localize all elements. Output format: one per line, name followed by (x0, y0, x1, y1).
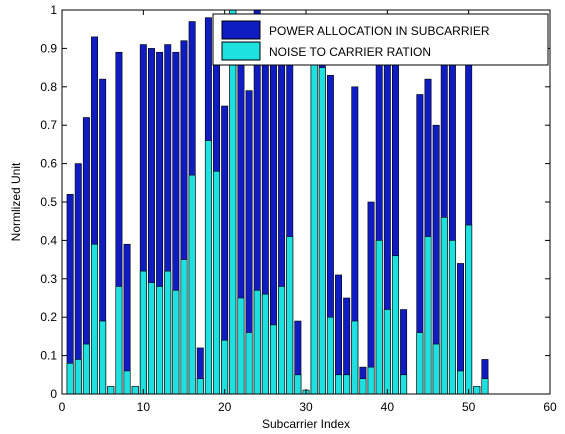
noise-bar-25 (261, 293, 269, 395)
noise-bar-13 (164, 270, 172, 395)
noise-bar-18 (204, 140, 212, 395)
bars-group (66, 9, 489, 395)
x-tick-label-2: 20 (218, 400, 232, 414)
y-tick-label-3: 0.3 (40, 272, 57, 286)
noise-bar-5 (99, 320, 107, 395)
y-tick-label-0: 0 (50, 387, 57, 401)
noise-bar-36 (351, 320, 359, 395)
noise-bar-22 (237, 297, 245, 395)
y-tick-label-5: 0.5 (40, 195, 57, 209)
x-axis-label: Subcarrier Index (262, 417, 350, 431)
x-tick-label-1: 10 (137, 400, 151, 414)
y-tick-label-8: 0.8 (40, 80, 57, 94)
legend-label-power: POWER ALLOCATION IN SUBCARRIER (269, 24, 490, 38)
noise-bar-11 (147, 282, 155, 395)
noise-bar-24 (253, 290, 261, 395)
noise-bar-28 (286, 236, 294, 395)
noise-bar-15 (180, 259, 188, 395)
y-tick-label-2: 0.2 (40, 310, 57, 324)
noise-bar-37 (359, 378, 367, 395)
noise-bar-32 (318, 67, 326, 395)
noise-bar-48 (448, 240, 456, 395)
noise-bar-21 (229, 9, 237, 395)
noise-bar-1 (66, 362, 74, 395)
noise-bar-27 (278, 286, 286, 395)
noise-bar-20 (221, 339, 229, 395)
noise-bar-47 (440, 217, 448, 395)
noise-bar-33 (326, 316, 334, 395)
noise-bar-45 (424, 236, 432, 395)
power-bar-38 (367, 201, 375, 395)
noise-bar-40 (383, 309, 391, 395)
y-tick-label-7: 0.7 (40, 118, 57, 132)
noise-bar-10 (139, 270, 147, 395)
noise-bar-9 (131, 386, 139, 395)
legend-label-noise: NOISE TO CARRIER RATION (269, 45, 431, 59)
noise-bar-49 (457, 370, 464, 395)
noise-bar-35 (343, 374, 351, 395)
noise-bar-44 (416, 332, 424, 395)
noise-bar-51 (473, 386, 481, 395)
noise-bar-7 (115, 286, 123, 395)
y-tick-label-9: 0.9 (40, 41, 57, 55)
y-axis-label: Normlized Unit (9, 162, 23, 241)
noise-bar-6 (107, 386, 115, 395)
y-tick-label-6: 0.6 (40, 157, 57, 171)
y-tick-label-1: 0.1 (40, 349, 57, 363)
noise-bar-8 (123, 370, 131, 395)
x-tick-label-3: 30 (299, 400, 313, 414)
x-tick-label-6: 60 (543, 400, 557, 414)
legend-box (212, 13, 549, 66)
noise-bar-2 (74, 359, 82, 395)
noise-bar-23 (245, 332, 253, 395)
y-tick-label-10: 1 (50, 3, 57, 17)
noise-bar-41 (391, 255, 399, 395)
noise-bar-34 (335, 374, 342, 395)
legend: POWER ALLOCATION IN SUBCARRIER NOISE TO … (212, 13, 549, 66)
noise-bar-16 (188, 174, 196, 395)
legend-swatch-noise (221, 41, 261, 61)
noise-bar-42 (400, 374, 408, 395)
noise-bar-12 (156, 286, 164, 395)
noise-bar-19 (213, 170, 221, 395)
noise-bar-46 (432, 343, 440, 395)
noise-bar-14 (172, 290, 180, 395)
noise-bar-4 (91, 243, 99, 395)
noise-bar-17 (196, 378, 204, 395)
noise-bar-50 (465, 224, 473, 395)
noise-bar-29 (294, 374, 302, 395)
noise-bar-3 (82, 343, 90, 395)
x-tick-label-5: 50 (462, 400, 476, 414)
y-tick-label-4: 0.4 (40, 233, 57, 247)
x-tick-label-4: 40 (381, 400, 395, 414)
noise-bar-38 (367, 366, 375, 395)
noise-bar-26 (269, 324, 277, 395)
noise-bar-39 (375, 240, 383, 395)
noise-bar-31 (310, 40, 318, 395)
plot-area (62, 10, 550, 394)
noise-bar-52 (481, 378, 489, 395)
ticks-group: 0 10 20 30 40 50 60 0 0.1 0.2 0.3 0.4 0.5 0.6 0.7 0.8 0.… (40, 3, 557, 414)
x-tick-label-0: 0 (59, 400, 66, 414)
legend-swatch-power (221, 20, 261, 40)
